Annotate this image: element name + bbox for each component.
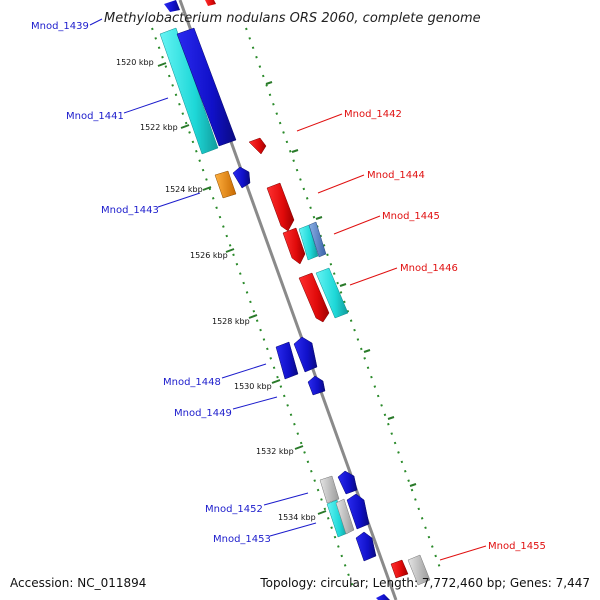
kbp-label: 1530 kbp	[234, 382, 272, 391]
gene-label[interactable]: Mnod_1448	[163, 377, 221, 388]
leader-lines-right	[296, 113, 487, 561]
gene-arrow-mnod-1449[interactable]	[307, 375, 326, 396]
gene-arrow-mnod-1445-cyan[interactable]	[298, 224, 319, 261]
kbp-label: 1534 kbp	[278, 513, 316, 522]
gene-label[interactable]: Mnod_1444	[367, 170, 425, 181]
map-title: Methylobacterium nodulans ORS 2060, comp…	[104, 11, 481, 26]
gene-label[interactable]: Mnod_1452	[205, 504, 263, 515]
gene-arrow-mnod-1453-blue-b[interactable]	[355, 531, 377, 562]
kbp-label: 1522 kbp	[140, 123, 178, 132]
genome-summary-text: Topology: circular; Length: 7,772,460 bp…	[259, 576, 590, 590]
gene-arrow-mnod-1444[interactable]	[266, 182, 295, 232]
gene-arrow-mnod-1448-b[interactable]	[293, 336, 318, 373]
kbp-label: 1524 kbp	[165, 185, 203, 194]
kbp-label: 1526 kbp	[190, 251, 228, 260]
gene-arrow-mnod-1452-blue[interactable]	[337, 470, 358, 495]
gene-arrow-mnod-1453-blue-a[interactable]	[346, 493, 370, 530]
accession-text: Accession: NC_011894	[10, 576, 146, 590]
gene-arrow-mnod-1455-gray[interactable]	[407, 554, 431, 586]
gene-label[interactable]: Mnod_1455	[488, 541, 546, 552]
gene-arrow-mnod-1452-gray[interactable]	[319, 475, 340, 504]
gene-label[interactable]: Mnod_1441	[66, 111, 124, 122]
gene-label[interactable]: Mnod_1445	[382, 211, 440, 222]
gene-arrow-mnod-1453-gray[interactable]	[335, 498, 355, 535]
gene-arrow-bottom-edge[interactable]	[376, 594, 390, 600]
gene-arrow-mnod-1441-blue[interactable]	[176, 27, 237, 147]
gene-arrow-mnod-1441-cyan[interactable]	[159, 27, 219, 155]
gene-arrow-top-red[interactable]	[205, 0, 216, 6]
gene-label[interactable]: Mnod_1443	[101, 205, 159, 216]
gene-arrow-mnod-1446-red[interactable]	[298, 272, 330, 323]
gene-label[interactable]: Mnod_1453	[213, 534, 271, 545]
gene-arrow-mnod-1442[interactable]	[248, 137, 267, 155]
gene-arrow-mnod-1443-blue[interactable]	[232, 166, 251, 189]
kbp-label: 1528 kbp	[212, 317, 250, 326]
gene-arrow-mnod-1443-orange[interactable]	[214, 170, 237, 199]
gene-label[interactable]: Mnod_1449	[174, 408, 232, 419]
gene-arrow-mnod-1445-red[interactable]	[282, 227, 306, 265]
gene-arrow-top-edge[interactable]	[164, 0, 180, 12]
gene-arrow-mnod-1448-a[interactable]	[275, 341, 299, 380]
kbp-label: 1520 kbp	[116, 58, 154, 67]
gene-arrow-mnod-1445-steel[interactable]	[308, 221, 327, 258]
gene-label[interactable]: Mnod_1446	[400, 263, 458, 274]
kbp-label: 1532 kbp	[256, 447, 294, 456]
gene-arrow-mnod-1455-red[interactable]	[390, 559, 409, 579]
major-ticks-left	[157, 62, 327, 515]
gene-label[interactable]: Mnod_1439	[31, 21, 89, 32]
gene-label[interactable]: Mnod_1442	[344, 109, 402, 120]
gene-arrow-mnod-1446-cyan[interactable]	[315, 267, 349, 319]
leader-lines-left	[89, 18, 317, 537]
major-ticks-right	[265, 81, 417, 487]
